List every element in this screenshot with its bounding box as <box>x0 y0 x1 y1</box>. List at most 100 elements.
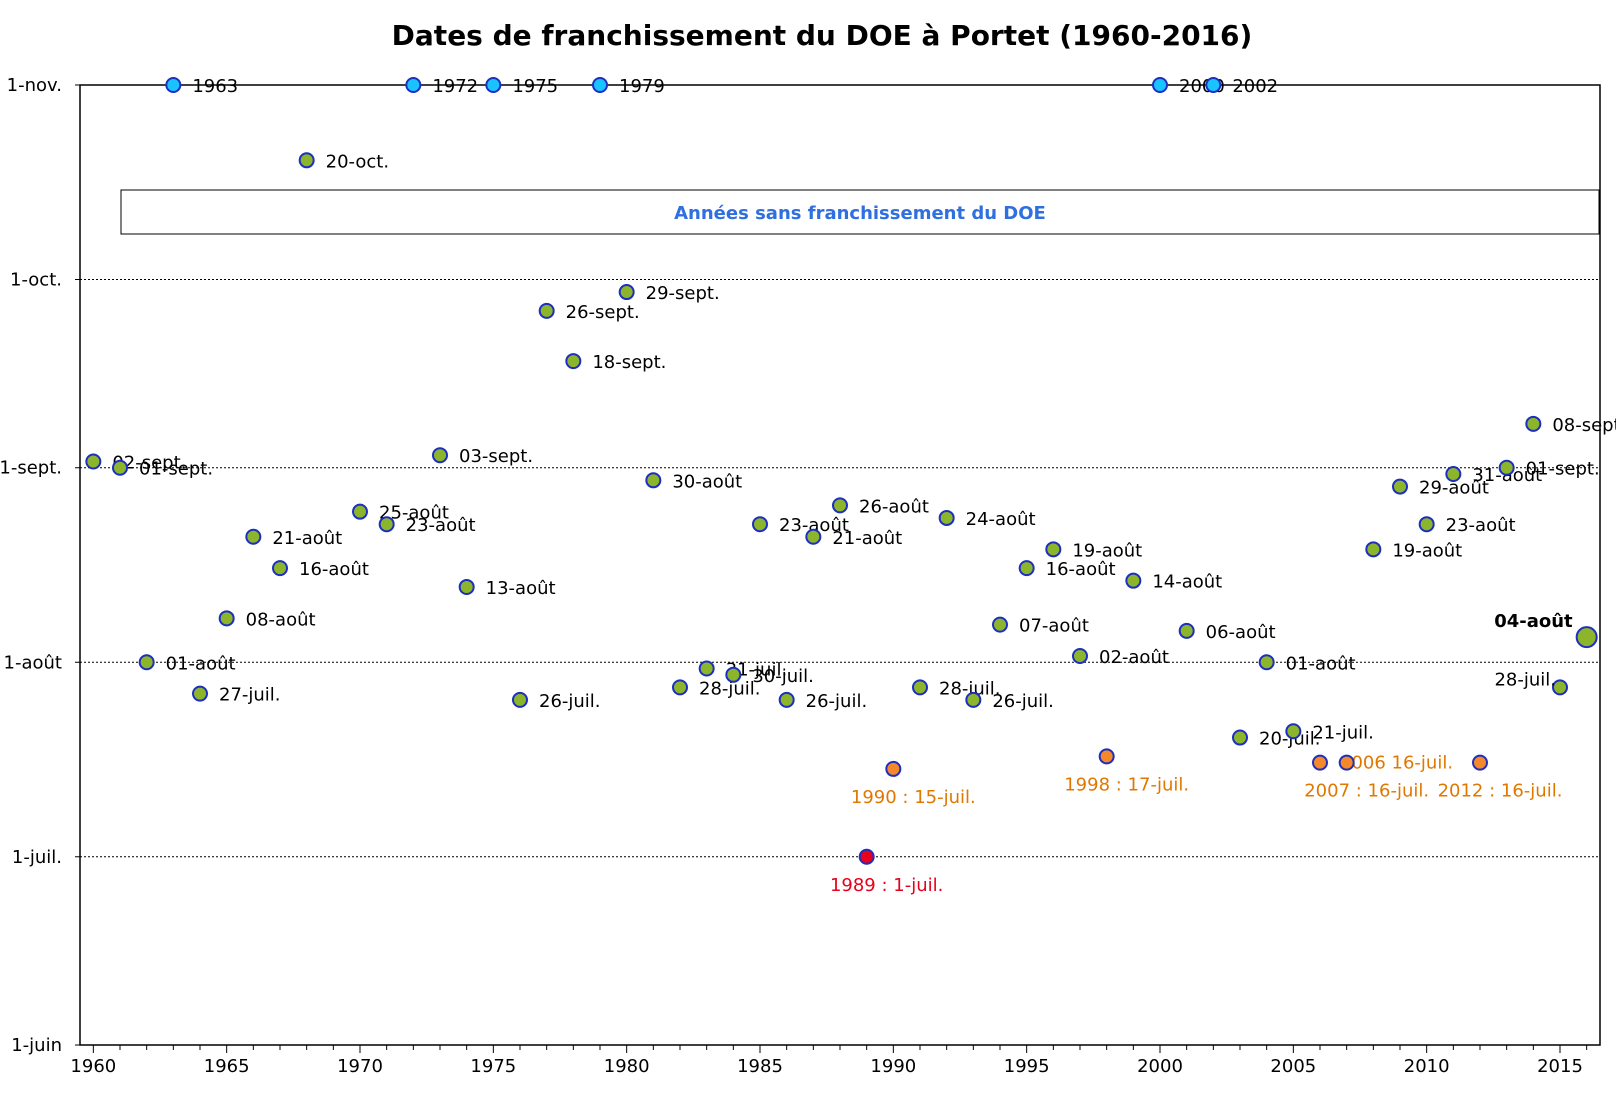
point-normal-1985 <box>752 516 768 533</box>
point-label-1968: 20-oct. <box>326 151 389 172</box>
point-label-1993: 26-juil. <box>992 691 1054 712</box>
point-early-1990 <box>885 760 902 777</box>
point-normal-1982 <box>672 679 688 696</box>
point-label-2005: 21-juil. <box>1312 722 1374 743</box>
y-tick-label: 1-juil. <box>12 847 62 868</box>
x-tick-label: 1995 <box>1004 1056 1050 1077</box>
data-points: 1963 1972 1975 1979 2000 200202-sept.01-sept.… <box>85 76 1616 896</box>
point-label-2014: 08-sept. <box>1552 415 1616 436</box>
point-normal-1978 <box>565 353 582 370</box>
point-normal-1967 <box>272 560 288 577</box>
point-normal-2001 <box>1178 622 1195 639</box>
x-tick-label: 2010 <box>1404 1056 1450 1077</box>
x-tick-label: 2005 <box>1270 1056 1316 1077</box>
point-label-1982: 28-juil. <box>699 678 761 699</box>
point-label-1988: 26-août <box>859 496 929 517</box>
point-normal-1970 <box>352 503 368 520</box>
point-label-2003: 20-juil. <box>1259 729 1321 750</box>
point-normal-1995 <box>1018 560 1035 577</box>
point-label-1964: 27-juil. <box>219 685 281 706</box>
x-tick-label: 1970 <box>337 1056 383 1077</box>
point-normal-1997 <box>1072 647 1088 664</box>
point-label-1962: 01-août <box>166 653 236 674</box>
y-tick-label: 1-sept. <box>0 458 62 479</box>
point-normal-2014 <box>1525 415 1542 432</box>
point-label-1998: 1998 : 17-juil. <box>1064 774 1189 795</box>
point-label-1967: 16-août <box>299 559 369 580</box>
point-label-1975: 1975 <box>512 76 558 97</box>
point-no_crossing-1963 <box>165 77 182 93</box>
point-normal-1971 <box>378 516 395 533</box>
point-label-1987: 21-août <box>832 528 902 549</box>
point-normal-1994 <box>992 616 1008 633</box>
point-label-1977: 26-sept. <box>566 302 640 323</box>
x-tick-label: 1985 <box>737 1056 783 1077</box>
point-normal-1976 <box>512 691 528 708</box>
point-label-1960: 02-sept. <box>112 452 186 473</box>
point-label-1990: 1990 : 15-juil. <box>851 787 976 808</box>
x-tick-label: 1965 <box>204 1056 250 1077</box>
point-label-2010: 23-août <box>1446 515 1516 536</box>
point-normal-1980 <box>618 284 635 301</box>
point-normal-1987 <box>805 528 822 545</box>
point-normal-2008 <box>1365 541 1382 558</box>
x-tick-label: 2015 <box>1537 1056 1583 1077</box>
x-tick-label: 1975 <box>470 1056 516 1077</box>
y-axis: 1-juin 1-juil. 1-août 1-sept. 1-oct. 1-nov. <box>0 75 80 1056</box>
y-tick-label: 1-août <box>4 652 62 673</box>
point-normal-1974 <box>458 578 475 595</box>
point-label-1980: 29-sept. <box>646 283 720 304</box>
point-normal-2011 <box>1445 466 1462 483</box>
point-label-1986: 26-juil. <box>806 691 868 712</box>
point-early-1998 <box>1098 748 1115 765</box>
point-label-1992: 24-août <box>966 509 1036 530</box>
x-tick-label: 1990 <box>870 1056 916 1077</box>
point-normal-1988 <box>832 497 848 514</box>
point-label-2006: 2006 16-juil. <box>1340 753 1453 774</box>
x-axis: 1960 1965 1970 1975 1980 1985 1990 1995 2000 2005… <box>70 1045 1588 1077</box>
point-label-2016: 04-août <box>1494 611 1573 632</box>
point-normal-2005 <box>1285 723 1302 740</box>
point-normal-1996 <box>1045 541 1062 558</box>
y-tick-label: 1-juin <box>11 1035 62 1056</box>
no-crossing-band: Années sans franchissement du DOE <box>120 189 1600 235</box>
point-normal-2016 <box>1575 626 1598 649</box>
point-label-2009: 29-août <box>1419 478 1489 499</box>
band-label: Années sans franchissement du DOE <box>674 203 1046 224</box>
y-tick-label: 1-nov. <box>7 75 62 96</box>
point-normal-1991 <box>912 679 928 696</box>
point-label-1996: 19-août <box>1072 540 1142 561</box>
point-label-1979: 1979 <box>619 76 665 97</box>
point-label-1981: 30-août <box>672 471 742 492</box>
point-normal-1981 <box>645 472 662 489</box>
point-label-1973: 03-sept. <box>459 446 533 467</box>
point-normal-1968 <box>298 152 315 169</box>
x-tick-label: 1980 <box>604 1056 650 1077</box>
point-normal-1965 <box>218 610 235 627</box>
point-normal-1992 <box>938 509 955 526</box>
point-label-1984: 30-juil. <box>752 666 814 687</box>
y-tick-label: 1-oct. <box>10 270 62 291</box>
point-label-2015: 28-juil. <box>1494 669 1556 690</box>
point-early-2006 <box>1312 754 1328 771</box>
point-normal-2009 <box>1392 478 1408 495</box>
point-label-2008: 19-août <box>1392 540 1462 561</box>
point-label-2007: 2007 : 16-juil. <box>1304 781 1429 802</box>
point-normal-1964 <box>192 685 208 702</box>
point-normal-2010 <box>1418 516 1435 533</box>
point-early-2007 <box>1338 754 1355 771</box>
point-normal-1977 <box>538 302 555 319</box>
point-normal-1999 <box>1125 572 1142 589</box>
point-label-1971: 23-août <box>406 515 476 536</box>
point-no_crossing-2000 <box>1152 77 1168 93</box>
point-no_crossing-2002 <box>1205 77 1222 93</box>
point-normal-1966 <box>245 528 262 545</box>
point-label-1997: 02-août <box>1099 647 1169 668</box>
point-label-1963: 1963 <box>192 76 238 97</box>
point-normal-2003 <box>1232 729 1248 746</box>
point-label-1978: 18-sept. <box>592 352 666 373</box>
point-label-1961: 01-sept. <box>139 459 213 480</box>
point-label-1974: 13-août <box>486 578 556 599</box>
point-label-1995: 16-août <box>1046 559 1116 580</box>
